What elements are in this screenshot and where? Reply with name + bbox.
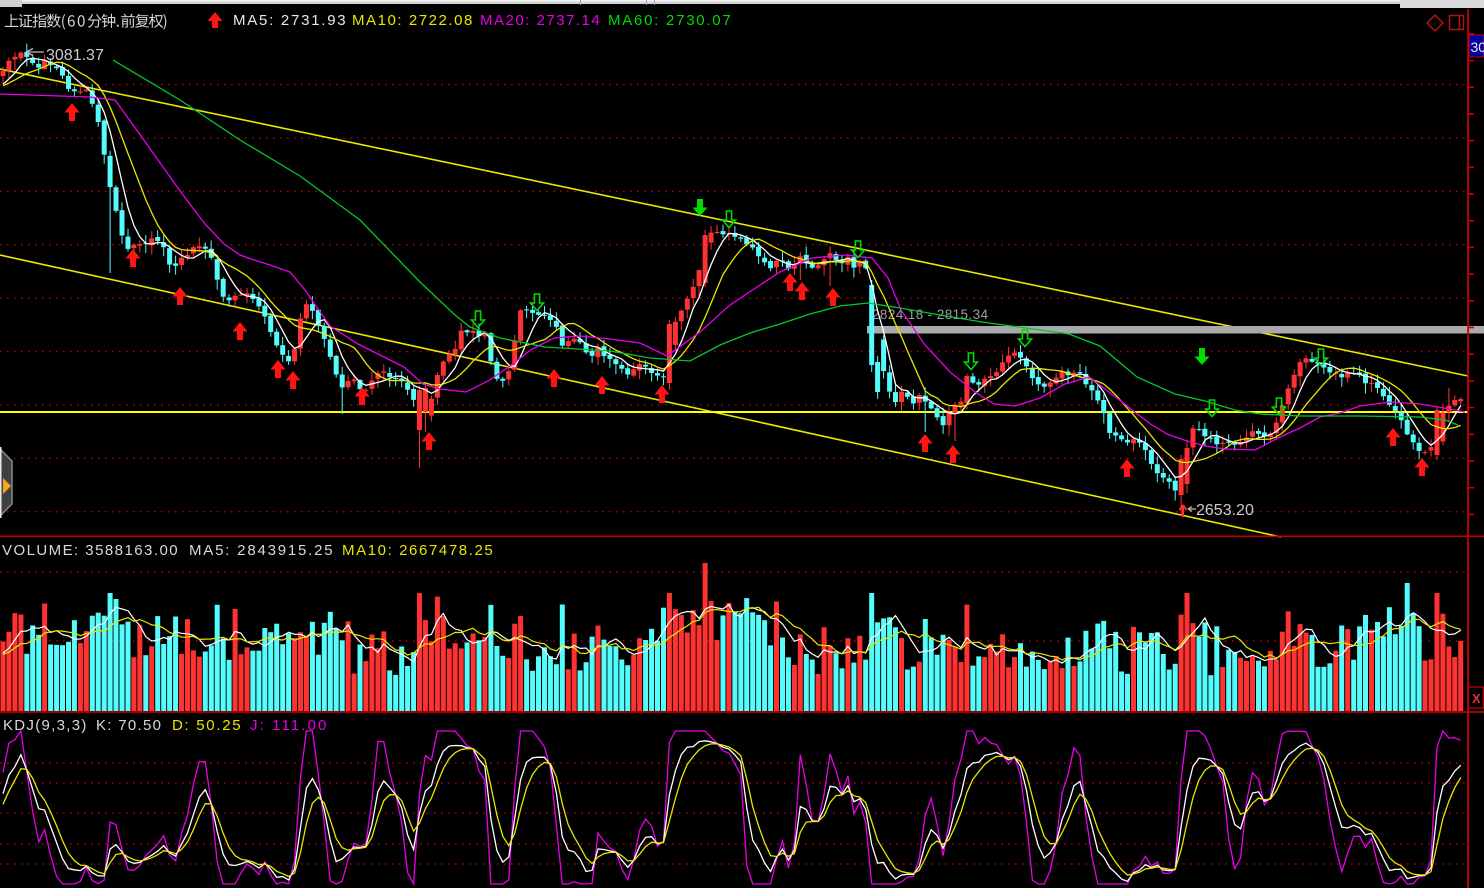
svg-text:MA20: 2737.14: MA20: 2737.14: [480, 12, 601, 29]
svg-text:30: 30: [1471, 39, 1484, 55]
svg-text:3081.37: 3081.37: [46, 47, 104, 64]
svg-text:MA10: 2667478.25: MA10: 2667478.25: [342, 542, 494, 559]
svg-text:K: 70.50: K: 70.50: [96, 717, 162, 734]
svg-text:J: 111.00: J: 111.00: [250, 717, 328, 734]
svg-text:KDJ(9,3,3): KDJ(9,3,3): [3, 717, 88, 734]
svg-text:MA60: 2730.07: MA60: 2730.07: [608, 12, 733, 29]
svg-text:MA5: 2843915.25: MA5: 2843915.25: [189, 542, 334, 559]
svg-text:MA10: 2722.08: MA10: 2722.08: [352, 12, 474, 29]
svg-text:MA5: 2731.93: MA5: 2731.93: [233, 12, 347, 29]
svg-text:VOLUME: 3588163.00: VOLUME: 3588163.00: [2, 542, 179, 559]
svg-text:D: 50.25: D: 50.25: [172, 717, 242, 734]
svg-text:2653.20: 2653.20: [1196, 502, 1254, 519]
svg-text:X: X: [1472, 691, 1481, 706]
